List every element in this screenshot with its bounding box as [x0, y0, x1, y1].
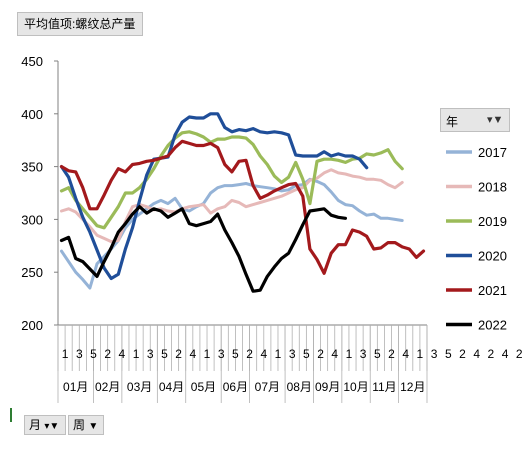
week-tick-label: 5	[303, 347, 310, 361]
week-tick-label: 5	[232, 347, 239, 361]
legend-label-2021: 2021	[478, 283, 507, 298]
week-tick-label: 4	[502, 347, 509, 361]
month-tick-label: 03月	[127, 380, 152, 394]
month-tick-label: 07月	[255, 380, 280, 394]
series-line-2022	[59, 205, 347, 293]
row-field-month-label: 月	[29, 418, 42, 432]
filter-dropdown-icon: ▾▼	[44, 421, 60, 432]
week-tick-label: 2	[317, 347, 324, 361]
week-tick-label: 3	[289, 347, 296, 361]
week-tick-label: 1	[204, 347, 211, 361]
y-tick-label: 300	[21, 212, 43, 227]
week-tick-label: 5	[445, 347, 452, 361]
row-field-month-button[interactable]: 月 ▾▼	[24, 415, 66, 435]
y-tick-label: 450	[21, 54, 43, 69]
week-tick-label: 2	[488, 347, 495, 361]
legend-year-filter-button[interactable]: 年 ▾▼	[440, 108, 510, 132]
y-tick-label: 200	[21, 318, 43, 333]
week-tick-label: 2	[104, 347, 111, 361]
legend-label-2019: 2019	[478, 214, 507, 229]
week-tick-label: 4	[189, 347, 196, 361]
week-tick-label: 1	[275, 347, 282, 361]
week-tick-label: 2	[516, 347, 523, 361]
series-line-2020	[59, 112, 369, 281]
month-tick-label: 02月	[95, 380, 120, 394]
legend-header-label: 年	[446, 115, 459, 129]
week-tick-label: 1	[417, 347, 424, 361]
y-tick-label: 400	[21, 107, 43, 122]
week-tick-label: 3	[431, 347, 438, 361]
legend-label-2018: 2018	[478, 180, 507, 195]
month-tick-label: 01月	[63, 380, 88, 394]
month-tick-label: 04月	[159, 380, 184, 394]
week-tick-label: 3	[218, 347, 225, 361]
selection-marker	[10, 408, 12, 422]
week-tick-label: 2	[175, 347, 182, 361]
month-tick-label: 10月	[343, 380, 368, 394]
y-tick-label: 350	[21, 160, 43, 175]
week-tick-label: 1	[346, 347, 353, 361]
month-tick-label: 06月	[223, 380, 248, 394]
row-field-week-button[interactable]: 周 ▼	[68, 415, 104, 435]
legend-label-2017: 2017	[478, 145, 507, 160]
series-line-2018	[60, 168, 404, 244]
month-tick-label: 12月	[400, 380, 425, 394]
legend-label-2020: 2020	[478, 249, 507, 264]
week-tick-label: 4	[473, 347, 480, 361]
series-line-2021	[59, 139, 426, 275]
week-tick-label: 1	[133, 347, 140, 361]
week-tick-label: 3	[147, 347, 154, 361]
dropdown-arrow-icon: ▼	[88, 421, 99, 432]
month-tick-label: 09月	[315, 380, 340, 394]
series-line-2019	[59, 130, 404, 230]
week-tick-label: 3	[76, 347, 83, 361]
y-tick-label: 250	[21, 265, 43, 280]
month-tick-label: 08月	[287, 380, 312, 394]
week-tick-label: 2	[388, 347, 395, 361]
week-tick-label: 1	[62, 347, 69, 361]
week-tick-label: 5	[90, 347, 97, 361]
week-tick-label: 2	[246, 347, 253, 361]
week-tick-label: 4	[331, 347, 338, 361]
week-tick-label: 5	[374, 347, 381, 361]
row-field-week-label: 周	[73, 418, 86, 432]
week-tick-label: 2	[459, 347, 466, 361]
week-tick-label: 4	[119, 347, 126, 361]
week-tick-label: 3	[360, 347, 367, 361]
legend-label-2022: 2022	[478, 318, 507, 333]
filter-dropdown-icon[interactable]: ▾▼	[487, 114, 504, 126]
month-tick-label: 11月	[372, 380, 396, 394]
month-tick-label: 05月	[191, 380, 216, 394]
week-tick-label: 5	[161, 347, 168, 361]
week-tick-label: 4	[402, 347, 409, 361]
pivot-value-field-button[interactable]: 平均值项:螺纹总产量	[17, 12, 143, 36]
week-tick-label: 4	[260, 347, 267, 361]
